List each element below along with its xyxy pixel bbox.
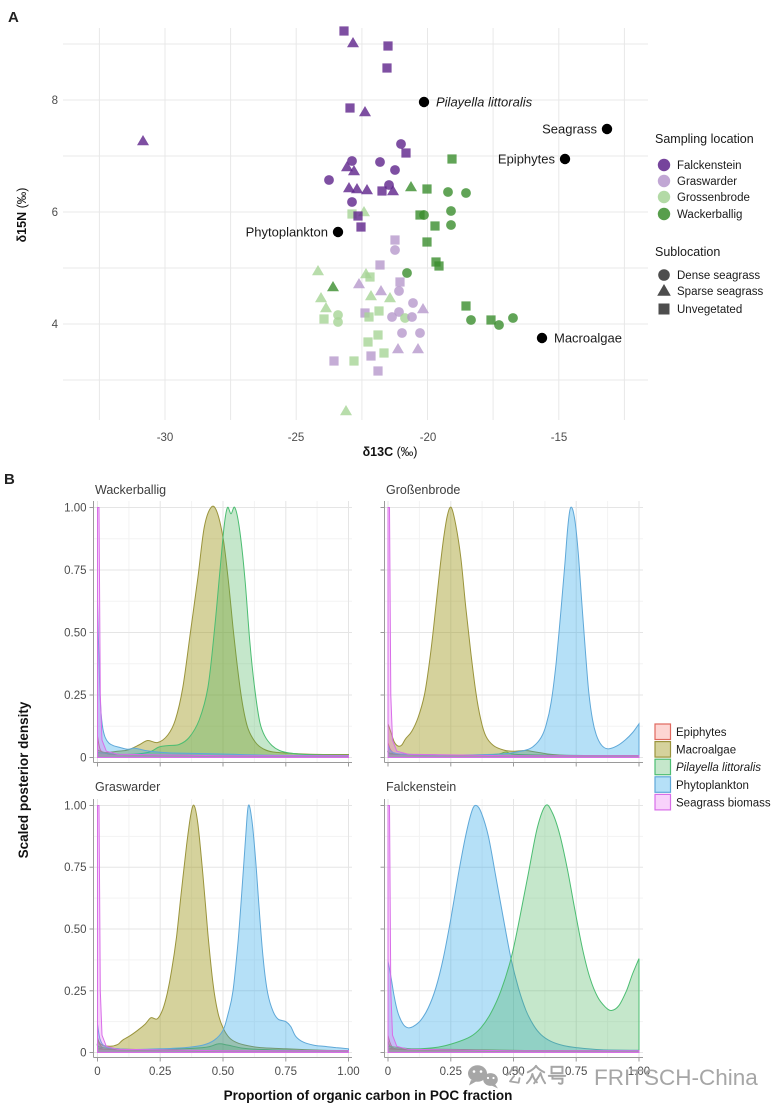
svg-text:Phytoplankton: Phytoplankton bbox=[246, 225, 328, 240]
svg-text:0: 0 bbox=[385, 1066, 391, 1078]
svg-text:0.25: 0.25 bbox=[149, 1066, 171, 1078]
svg-text:FRITSCH-China: FRITSCH-China bbox=[594, 1065, 758, 1090]
svg-text:Pilayella littoralis: Pilayella littoralis bbox=[676, 762, 761, 774]
svg-text:Falckenstein: Falckenstein bbox=[386, 780, 456, 794]
svg-text:Sparse seagrass: Sparse seagrass bbox=[677, 286, 764, 298]
svg-text:0.75: 0.75 bbox=[565, 1066, 587, 1078]
svg-text:0: 0 bbox=[94, 1066, 100, 1078]
svg-text:0: 0 bbox=[80, 753, 86, 765]
svg-text:Phytoplankton: Phytoplankton bbox=[676, 780, 749, 792]
svg-text:0: 0 bbox=[80, 1048, 86, 1060]
svg-text:1.00: 1.00 bbox=[64, 801, 86, 813]
svg-text:-20: -20 bbox=[420, 432, 437, 444]
svg-text:0.75: 0.75 bbox=[64, 565, 86, 577]
svg-text:δ15N (‰): δ15N (‰) bbox=[15, 188, 29, 243]
svg-text:Dense seagrass: Dense seagrass bbox=[677, 270, 760, 282]
svg-text:Graswarder: Graswarder bbox=[677, 176, 737, 188]
svg-text:Macroalgae: Macroalgae bbox=[676, 745, 736, 757]
svg-text:0.50: 0.50 bbox=[212, 1066, 234, 1078]
svg-text:-30: -30 bbox=[157, 432, 174, 444]
svg-text:0.25: 0.25 bbox=[64, 690, 86, 702]
svg-text:Pilayella littoralis: Pilayella littoralis bbox=[436, 95, 533, 110]
svg-text:Falckenstein: Falckenstein bbox=[677, 160, 742, 172]
svg-text:Epiphytes: Epiphytes bbox=[676, 727, 727, 739]
svg-text:4: 4 bbox=[52, 319, 59, 331]
svg-text:δ13C (‰): δ13C (‰) bbox=[363, 445, 418, 459]
svg-text:6: 6 bbox=[52, 207, 58, 219]
svg-text:Großenbrode: Großenbrode bbox=[386, 483, 460, 497]
svg-text:Epiphytes: Epiphytes bbox=[498, 152, 556, 167]
svg-text:0.75: 0.75 bbox=[64, 862, 86, 874]
svg-text:1.00: 1.00 bbox=[337, 1066, 359, 1078]
svg-text:Scaled posterior density: Scaled posterior density bbox=[16, 701, 31, 858]
svg-text:0.25: 0.25 bbox=[64, 986, 86, 998]
svg-text:A: A bbox=[8, 9, 19, 26]
svg-text:B: B bbox=[4, 471, 15, 488]
svg-text:Macroalgae: Macroalgae bbox=[554, 331, 622, 346]
svg-text:0.75: 0.75 bbox=[275, 1066, 297, 1078]
svg-text:1.00: 1.00 bbox=[64, 503, 86, 515]
svg-text:Grossenbrode: Grossenbrode bbox=[677, 192, 750, 204]
svg-text:0.25: 0.25 bbox=[440, 1066, 462, 1078]
svg-text:-25: -25 bbox=[288, 432, 305, 444]
svg-text:Sublocation: Sublocation bbox=[655, 245, 720, 259]
svg-text:Proportion of organic carbon i: Proportion of organic carbon in POC frac… bbox=[224, 1088, 513, 1103]
svg-text:Unvegetated: Unvegetated bbox=[677, 304, 742, 316]
svg-text:Wackerballig: Wackerballig bbox=[677, 209, 742, 221]
svg-text:-15: -15 bbox=[551, 432, 568, 444]
svg-text:Seagrass: Seagrass bbox=[542, 122, 597, 137]
svg-text:Seagrass biomass: Seagrass biomass bbox=[676, 797, 771, 809]
svg-text:Graswarder: Graswarder bbox=[95, 780, 160, 794]
svg-text:0.50: 0.50 bbox=[64, 924, 86, 936]
svg-text:1.00: 1.00 bbox=[628, 1066, 650, 1078]
svg-text:8: 8 bbox=[52, 95, 58, 107]
svg-text:Wackerballig: Wackerballig bbox=[95, 483, 166, 497]
svg-text:Sampling location: Sampling location bbox=[655, 132, 754, 146]
svg-text:0.50: 0.50 bbox=[64, 628, 86, 640]
